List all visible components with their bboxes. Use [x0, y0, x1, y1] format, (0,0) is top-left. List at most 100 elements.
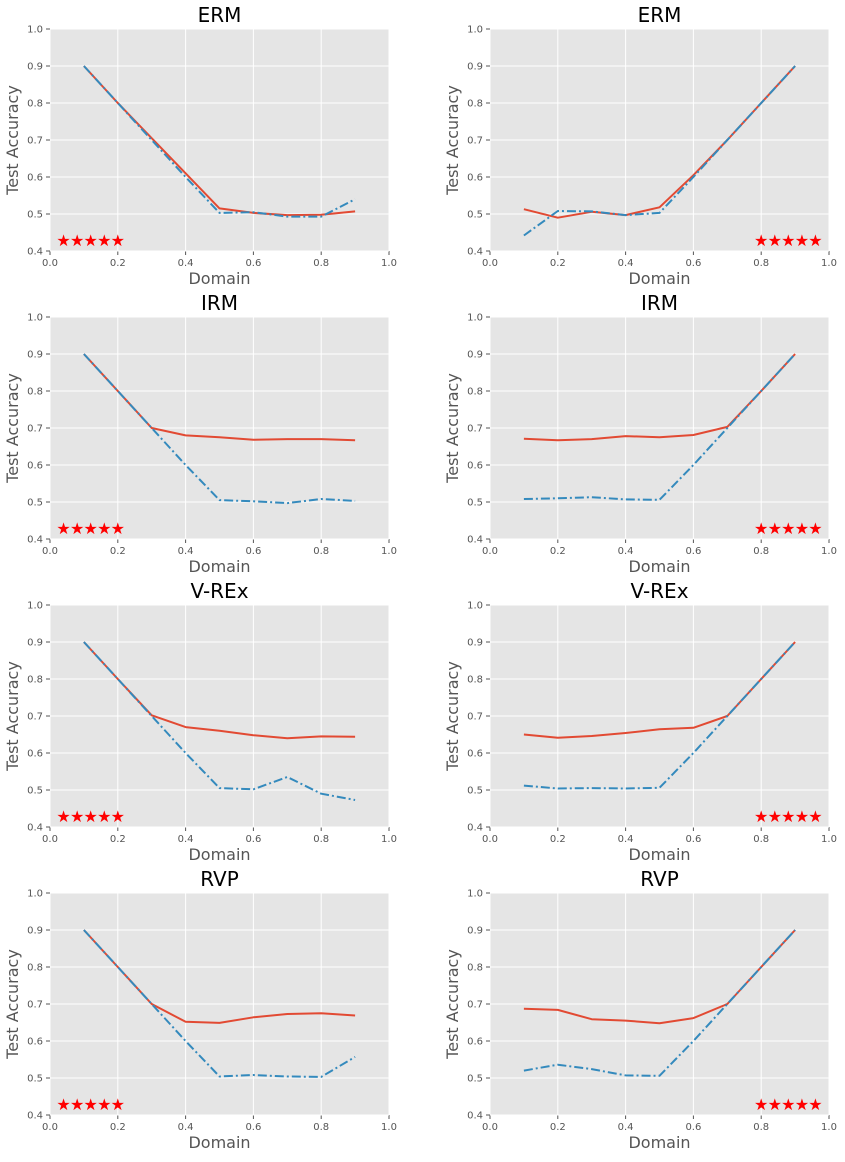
star-marker: ★ [56, 1095, 70, 1114]
y-tick-label: 0.9 [467, 62, 483, 73]
x-tick-label: 0.2 [550, 834, 566, 845]
star-marker: ★ [754, 1095, 768, 1114]
y-tick-label: 0.7 [467, 424, 483, 435]
y-tick-label: 0.6 [27, 461, 43, 472]
y-tick-label: 0.5 [467, 1074, 483, 1085]
y-tick-label: 0.8 [467, 99, 483, 110]
y-tick-label: 0.5 [27, 1074, 43, 1085]
x-tick-label: 0.2 [550, 546, 566, 557]
x-axis-label: Domain [188, 845, 250, 864]
star-marker: ★ [808, 807, 822, 826]
y-axis-label: Test Accuracy [443, 85, 462, 196]
series-line-dashdot [83, 641, 356, 801]
y-tick-label: 0.6 [467, 1037, 483, 1048]
x-tick-label: 0.6 [245, 258, 261, 269]
y-tick-label: 0.9 [467, 350, 483, 361]
x-tick-label: 0.6 [685, 546, 701, 557]
star-marker: ★ [56, 519, 70, 538]
star-marker: ★ [97, 231, 111, 250]
x-tick-label: 0.0 [482, 258, 498, 269]
x-axis-label: Domain [628, 557, 690, 576]
star-marker: ★ [795, 1095, 809, 1114]
series-line-dashdot [523, 929, 796, 1077]
star-marker: ★ [808, 519, 822, 538]
x-tick-label: 0.2 [110, 834, 126, 845]
y-tick-label: 0.5 [27, 210, 43, 221]
star-marker: ★ [781, 1095, 795, 1114]
star-marker: ★ [56, 807, 70, 826]
x-tick-label: 1.0 [381, 546, 397, 557]
x-tick-label: 1.0 [381, 1122, 397, 1133]
x-tick-label: 1.0 [381, 834, 397, 845]
star-marker: ★ [84, 1095, 98, 1114]
series-line-solid [83, 353, 356, 442]
x-tick-label: 0.2 [110, 1122, 126, 1133]
series-line-solid [83, 65, 356, 217]
x-tick-label: 0.6 [245, 834, 261, 845]
star-marker: ★ [70, 1095, 84, 1114]
star-marker: ★ [768, 231, 782, 250]
star-marker: ★ [768, 807, 782, 826]
y-tick-label: 1.0 [467, 313, 483, 324]
star-marker: ★ [808, 1095, 822, 1114]
x-tick-label: 0.4 [178, 834, 194, 845]
y-tick-label: 0.9 [27, 638, 43, 649]
y-tick-label: 1.0 [27, 313, 43, 324]
x-tick-label: 0.4 [618, 546, 634, 557]
x-tick-label: 0.6 [685, 834, 701, 845]
x-tick-label: 0.6 [245, 1122, 261, 1133]
y-tick-label: 0.4 [27, 247, 43, 258]
series-line-solid [83, 929, 356, 1024]
chart-panel-1: 0.0 0.2 0.4 0.6 0.8 1.0 0.4 0.5 0.6 0.7 0.8 0.9 1.0 ★… [3, 3, 397, 288]
x-tick-label: 1.0 [381, 258, 397, 269]
chart-panel-3: 0.0 0.2 0.4 0.6 0.8 1.0 0.4 0.5 0.6 0.7 0.8 0.9 1.0 ★… [3, 291, 397, 576]
y-tick-label: 0.9 [467, 926, 483, 937]
x-tick-label: 0.4 [178, 546, 194, 557]
series-line-solid [523, 929, 796, 1025]
x-tick-label: 1.0 [821, 258, 837, 269]
y-tick-label: 0.4 [27, 535, 43, 546]
x-tick-label: 0.0 [42, 834, 58, 845]
y-tick-label: 0.7 [27, 712, 43, 723]
star-marker: ★ [781, 807, 795, 826]
y-tick-label: 0.8 [27, 963, 43, 974]
y-tick-label: 0.6 [467, 173, 483, 184]
y-tick-label: 0.4 [467, 247, 483, 258]
series-line-dashdot [523, 65, 796, 237]
x-tick-label: 0.6 [685, 258, 701, 269]
x-tick-label: 0.0 [42, 258, 58, 269]
x-axis-label: Domain [628, 1133, 690, 1152]
star-marker: ★ [768, 1095, 782, 1114]
star-marker: ★ [97, 519, 111, 538]
series-line-dashdot [523, 353, 796, 501]
x-tick-label: 0.2 [550, 258, 566, 269]
chart-panel-4: 0.0 0.2 0.4 0.6 0.8 1.0 0.4 0.5 0.6 0.7 0.8 0.9 1.0 ★… [443, 291, 837, 576]
star-marker: ★ [754, 519, 768, 538]
y-tick-label: 1.0 [27, 889, 43, 900]
y-tick-label: 1.0 [467, 889, 483, 900]
x-tick-label: 0.8 [753, 258, 769, 269]
y-tick-label: 0.9 [27, 62, 43, 73]
star-marker: ★ [111, 519, 125, 538]
y-tick-label: 1.0 [467, 601, 483, 612]
x-axis-label: Domain [188, 269, 250, 288]
x-tick-label: 0.6 [245, 546, 261, 557]
chart-panel-7: 0.0 0.2 0.4 0.6 0.8 1.0 0.4 0.5 0.6 0.7 0.8 0.9 1.0 ★… [3, 867, 397, 1152]
y-axis-label: Test Accuracy [3, 949, 22, 1060]
x-tick-label: 1.0 [821, 546, 837, 557]
star-marker: ★ [70, 807, 84, 826]
x-tick-label: 0.6 [685, 1122, 701, 1133]
chart-title: IRM [201, 291, 238, 315]
x-tick-label: 0.0 [42, 1122, 58, 1133]
x-tick-label: 0.0 [42, 546, 58, 557]
y-tick-label: 0.4 [27, 823, 43, 834]
y-tick-label: 0.9 [27, 926, 43, 937]
star-marker: ★ [56, 231, 70, 250]
x-tick-label: 0.2 [110, 546, 126, 557]
star-marker: ★ [808, 231, 822, 250]
chart-title: ERM [198, 3, 242, 27]
star-marker: ★ [111, 1095, 125, 1114]
chart-title: V-REx [630, 579, 688, 603]
star-marker: ★ [111, 807, 125, 826]
